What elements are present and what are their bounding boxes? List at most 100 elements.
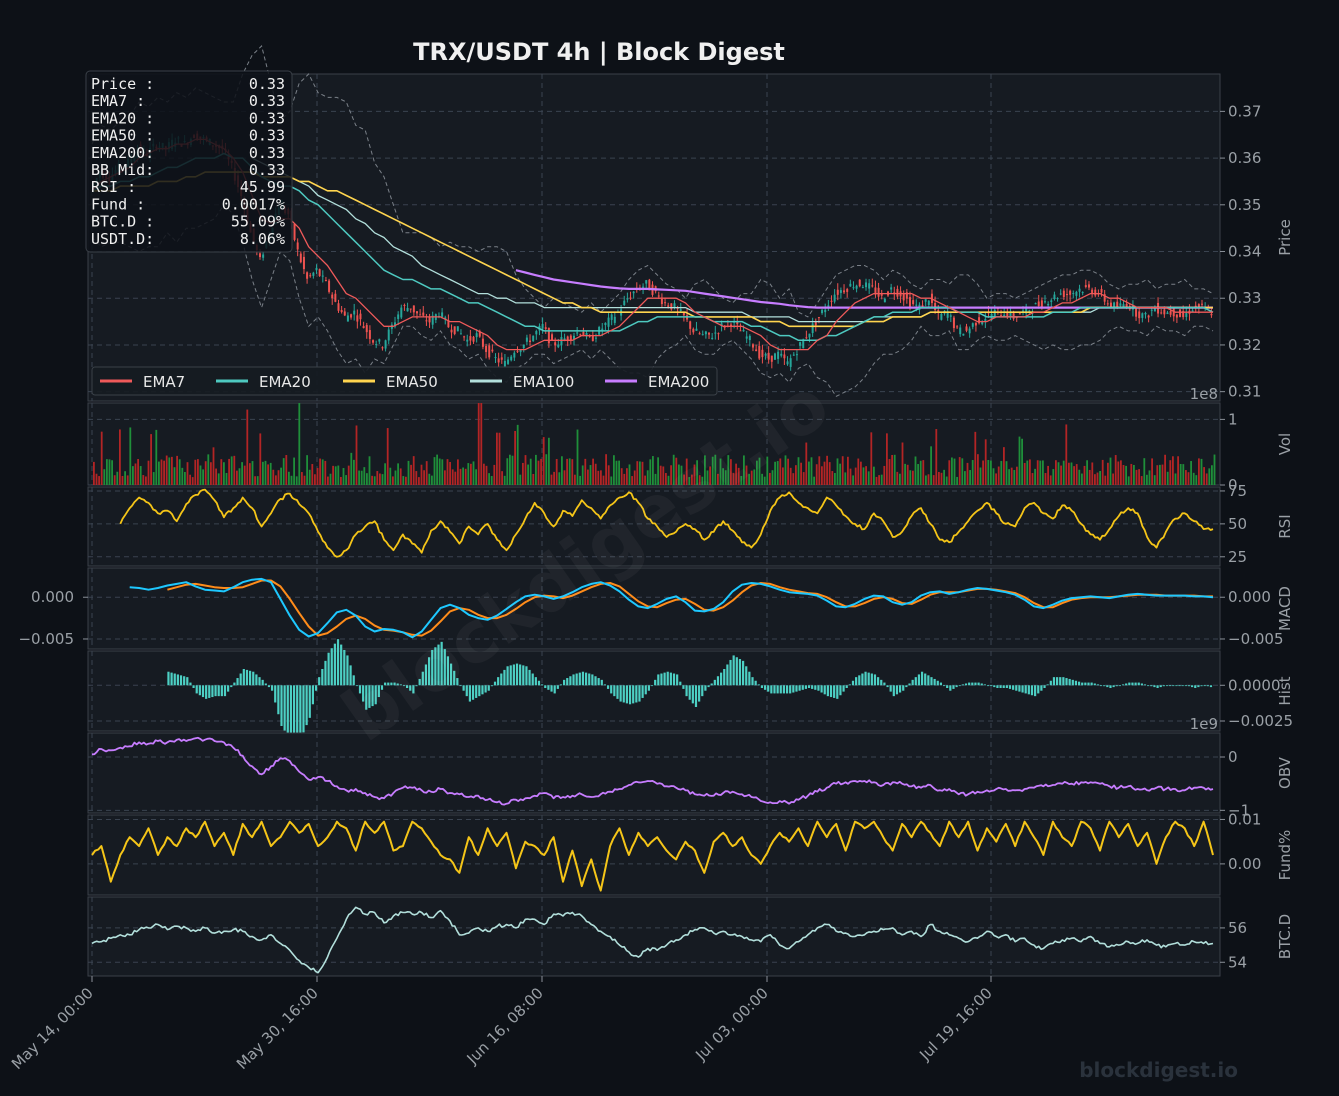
volume-bar bbox=[324, 460, 327, 485]
candle-body bbox=[422, 312, 425, 316]
volume-bar bbox=[563, 470, 566, 485]
hist-bar bbox=[575, 673, 578, 686]
candle-body bbox=[365, 325, 368, 333]
hist-bar bbox=[902, 685, 905, 691]
candle-body bbox=[949, 315, 952, 317]
hist-bar bbox=[1015, 685, 1018, 691]
hist-bar bbox=[556, 685, 559, 689]
volume-bar bbox=[1182, 464, 1185, 485]
candle-body bbox=[846, 289, 849, 292]
hist-bar bbox=[217, 685, 220, 697]
candle-body bbox=[814, 321, 817, 326]
candle-body bbox=[802, 339, 805, 349]
hist-bar bbox=[559, 684, 563, 686]
volume-bar bbox=[1047, 465, 1049, 485]
info-label: USDT.D: bbox=[91, 230, 154, 248]
volume-bar bbox=[665, 473, 667, 485]
volume-bar bbox=[878, 475, 880, 485]
volume-bar bbox=[925, 475, 927, 485]
hist-bar bbox=[362, 685, 365, 702]
candle-body bbox=[959, 327, 962, 335]
volume-bar bbox=[1127, 476, 1130, 485]
volume-bar bbox=[618, 460, 620, 485]
hist-bar bbox=[789, 685, 792, 694]
volume-bar bbox=[766, 456, 769, 485]
hist-bar bbox=[892, 685, 895, 697]
volume-bar bbox=[1073, 466, 1075, 485]
hist-bar bbox=[666, 671, 669, 686]
hist-bar bbox=[600, 679, 603, 686]
volume-bar bbox=[748, 473, 750, 485]
candle-body bbox=[742, 330, 745, 332]
hist-bar bbox=[977, 682, 980, 686]
obv-line bbox=[91, 736, 1214, 806]
hist-bar bbox=[754, 680, 757, 686]
hist-bar bbox=[883, 682, 886, 686]
volume-bar bbox=[100, 431, 103, 485]
volume-bar bbox=[854, 467, 857, 485]
candle-body bbox=[591, 335, 594, 342]
hist-bar bbox=[676, 674, 679, 686]
volume-bar bbox=[626, 468, 628, 485]
volume-bar bbox=[821, 466, 823, 485]
hist-bar bbox=[792, 685, 795, 693]
volume-bar bbox=[810, 457, 813, 485]
hist-bar bbox=[355, 685, 358, 687]
volume-bar bbox=[217, 473, 220, 485]
hist-bar bbox=[318, 677, 321, 686]
volume-bar bbox=[353, 459, 355, 485]
volume-bar bbox=[137, 459, 139, 485]
volume-bar bbox=[173, 467, 176, 485]
hist-bar bbox=[280, 685, 283, 726]
hist-bar bbox=[534, 677, 537, 686]
candle-body bbox=[306, 272, 309, 279]
panel-frame bbox=[87, 732, 1221, 814]
hist-bar bbox=[889, 685, 892, 692]
hist-bar bbox=[1178, 685, 1181, 687]
candle-body bbox=[682, 311, 685, 316]
hist-bar bbox=[468, 685, 472, 702]
hist-bar bbox=[581, 671, 585, 686]
candle-body bbox=[541, 323, 544, 329]
volume-bar bbox=[732, 472, 735, 485]
hist-bar bbox=[484, 685, 487, 693]
hist-bar bbox=[1071, 679, 1074, 686]
candle-body bbox=[497, 358, 500, 363]
volume-bar bbox=[1140, 476, 1143, 485]
volume-bar bbox=[724, 470, 727, 485]
hist-bar bbox=[638, 685, 641, 702]
volume-bar bbox=[641, 461, 644, 485]
candle-body bbox=[708, 332, 711, 335]
hist-bar bbox=[663, 672, 666, 686]
candle-body bbox=[1172, 308, 1175, 317]
candle-body bbox=[799, 342, 802, 346]
candle-body bbox=[409, 308, 412, 310]
candle-body bbox=[908, 297, 911, 308]
candle-body bbox=[1175, 314, 1178, 318]
legend-item: EMA100 bbox=[513, 373, 574, 391]
candle-body bbox=[648, 279, 651, 291]
candle-body bbox=[1078, 288, 1081, 292]
hist-bar bbox=[289, 685, 293, 740]
hist-bar bbox=[1049, 680, 1052, 686]
hist-bar bbox=[399, 684, 402, 686]
candle-body bbox=[981, 321, 984, 325]
candle-body bbox=[503, 360, 506, 367]
hist-bar bbox=[669, 672, 672, 686]
candle-body bbox=[761, 349, 764, 358]
panel-frame bbox=[87, 402, 1221, 486]
hist-bar bbox=[861, 673, 864, 686]
volume-bar bbox=[711, 456, 714, 485]
volume-bar bbox=[168, 457, 171, 485]
volume-bar bbox=[1146, 474, 1148, 485]
hist-bar bbox=[459, 685, 462, 687]
volume-bar bbox=[230, 456, 233, 485]
candle-body bbox=[689, 321, 692, 329]
volume-bar bbox=[579, 475, 581, 485]
volume-bar bbox=[220, 459, 223, 485]
y-tick-label: 0.36 bbox=[1228, 149, 1261, 167]
volume-bar bbox=[467, 463, 470, 485]
volume-bar bbox=[948, 460, 951, 485]
hist-bar bbox=[1206, 685, 1209, 687]
hist-bar bbox=[707, 685, 710, 688]
